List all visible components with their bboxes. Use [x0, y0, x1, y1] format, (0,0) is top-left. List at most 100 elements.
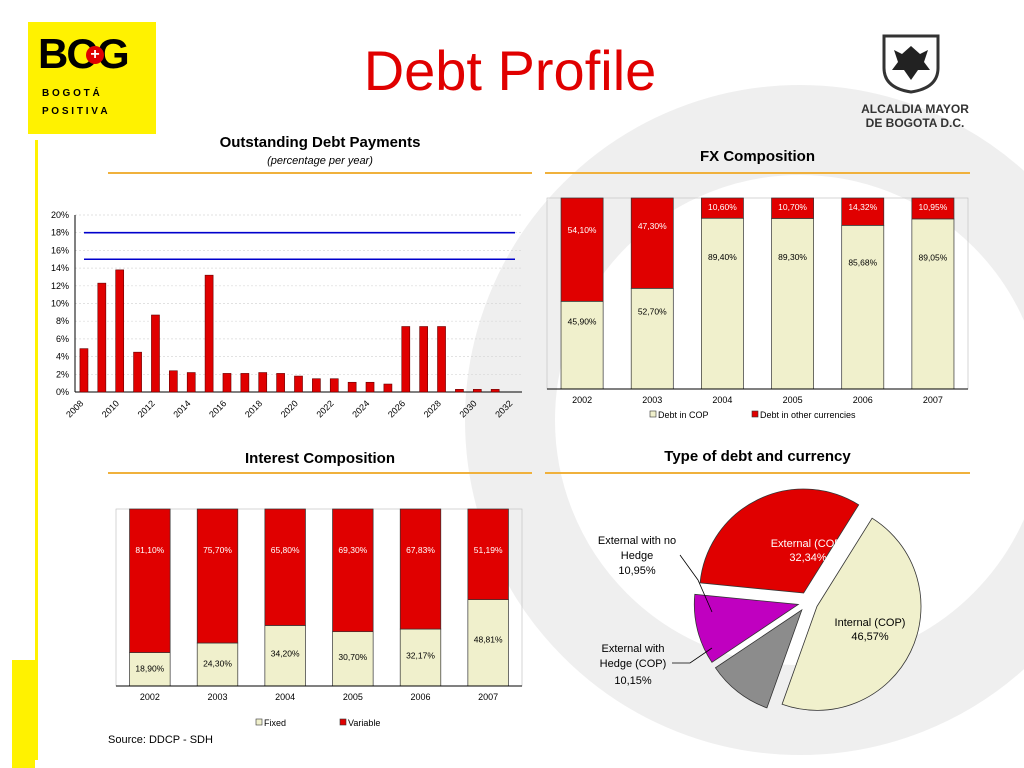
x-tick-label: 2004 — [275, 692, 295, 702]
legend-label: Variable — [348, 718, 380, 728]
y-tick-label: 6% — [56, 334, 69, 344]
debt-bar — [169, 370, 178, 393]
debt-bar — [276, 373, 285, 393]
legend-swatch — [255, 718, 263, 726]
chart1-subtitle: (percentage per year) — [267, 155, 373, 167]
plus-icon: + — [86, 46, 104, 64]
pie-slice — [699, 488, 860, 594]
data-label: 47,30% — [638, 221, 667, 231]
chart4-title: Type of debt and currency — [664, 448, 851, 465]
y-tick-label: 2% — [56, 369, 69, 379]
chart1-title: Outstanding Debt Payments — [219, 134, 421, 151]
pie-label: Hedge (COP) — [600, 658, 667, 670]
debt-bar — [258, 372, 268, 393]
legend-label: Debt in COP — [658, 410, 709, 420]
debt-bar — [294, 375, 303, 393]
y-tick-label: 14% — [51, 263, 69, 273]
data-label: 34,20% — [271, 649, 300, 659]
left-accent-bar-bottom — [12, 660, 35, 768]
debt-bar — [437, 326, 446, 393]
x-tick-label: 2002 — [140, 692, 160, 702]
bar-segment-fixed — [264, 625, 306, 687]
pie-slice — [693, 593, 800, 663]
bar-segment-fixed — [129, 652, 171, 687]
data-label: 89,40% — [708, 252, 737, 262]
pie-label: External (COP) — [771, 538, 846, 550]
debt-bar — [79, 348, 89, 393]
pie-label: Hedge — [621, 550, 653, 562]
pie-value-label: 46,57% — [851, 631, 889, 643]
debt-bar — [204, 274, 214, 393]
y-tick-label: 0% — [56, 387, 69, 397]
x-tick-label: 2005 — [343, 692, 363, 702]
debt-bar — [347, 381, 357, 393]
bar-segment-debt-other-currencies — [841, 197, 885, 226]
data-label: 48,81% — [474, 634, 503, 644]
data-label: 75,70% — [203, 545, 232, 555]
x-tick-label: 2006 — [410, 692, 430, 702]
data-label: 69,30% — [338, 545, 367, 555]
pie-slice — [781, 517, 922, 711]
bar-segment-debt-other-currencies — [701, 197, 744, 219]
data-label: 10,70% — [778, 202, 807, 212]
data-label: 67,83% — [406, 545, 435, 555]
debt-bar — [383, 383, 393, 393]
y-tick-label: 20% — [51, 210, 69, 220]
pie-value-label: 10,15% — [614, 675, 652, 687]
debt-bar — [97, 282, 107, 393]
legend-label: Debt in other currencies — [760, 410, 856, 420]
pie-leader-line — [679, 554, 713, 613]
debt-bar — [455, 389, 464, 393]
debt-bar — [329, 378, 339, 393]
x-tick-label: 2003 — [642, 395, 662, 405]
data-label: 32,17% — [406, 651, 435, 661]
legend-label: Fixed — [264, 718, 286, 728]
chart3-title: Interest Composition — [244, 450, 395, 467]
pie-label: External with no — [598, 535, 676, 547]
y-tick-label: 8% — [56, 316, 69, 326]
legend-swatch — [649, 410, 657, 418]
data-label: 10,95% — [918, 202, 947, 212]
y-tick-label: 10% — [51, 299, 69, 309]
data-label: 51,19% — [474, 545, 503, 555]
bar-segment-fixed — [196, 642, 239, 687]
y-tick-label: 18% — [51, 228, 69, 238]
bar-segment-variable — [129, 508, 171, 653]
bar-segment-debt-in-cop — [771, 218, 814, 390]
bar-segment-debt-other-currencies — [630, 197, 674, 289]
data-label: 52,70% — [638, 306, 667, 316]
debt-bar — [151, 314, 160, 393]
data-label: 45,90% — [568, 317, 597, 327]
bar-segment-debt-in-cop — [911, 218, 955, 390]
source-note: Source: DDCP - SDH — [108, 734, 213, 746]
y-tick-label: 16% — [51, 245, 69, 255]
chart4-rule — [545, 472, 970, 474]
chart2-rule — [545, 172, 970, 174]
data-label: 89,30% — [778, 252, 807, 262]
data-label: 30,70% — [338, 652, 367, 662]
bar-segment-debt-other-currencies — [911, 197, 955, 220]
x-tick-label: 2007 — [923, 395, 943, 405]
bar-segment-variable — [467, 508, 509, 600]
alcaldia-logo-text: ALCALDIA MAYOR DE BOGOTA D.C. — [850, 102, 980, 130]
pie-value-label: 10,95% — [618, 565, 656, 577]
bog-logo: BOG + B O G O T Á P O S I T I V A — [28, 22, 156, 134]
x-tick-label: 2004 — [712, 395, 732, 405]
pie-value-label: 32,34% — [789, 552, 827, 564]
debt-bar — [186, 372, 196, 393]
x-tick-label: 2005 — [783, 395, 803, 405]
bar-segment-fixed — [332, 631, 374, 687]
y-tick-label: 4% — [56, 352, 69, 362]
legend-swatch — [751, 410, 759, 418]
legend-swatch — [339, 718, 347, 726]
x-tick-label: 2003 — [207, 692, 227, 702]
debt-bar — [472, 389, 482, 393]
data-label: 89,05% — [918, 252, 947, 262]
data-label: 85,68% — [848, 257, 877, 267]
bar-segment-variable — [196, 508, 239, 644]
bar-segment-variable — [399, 508, 442, 630]
